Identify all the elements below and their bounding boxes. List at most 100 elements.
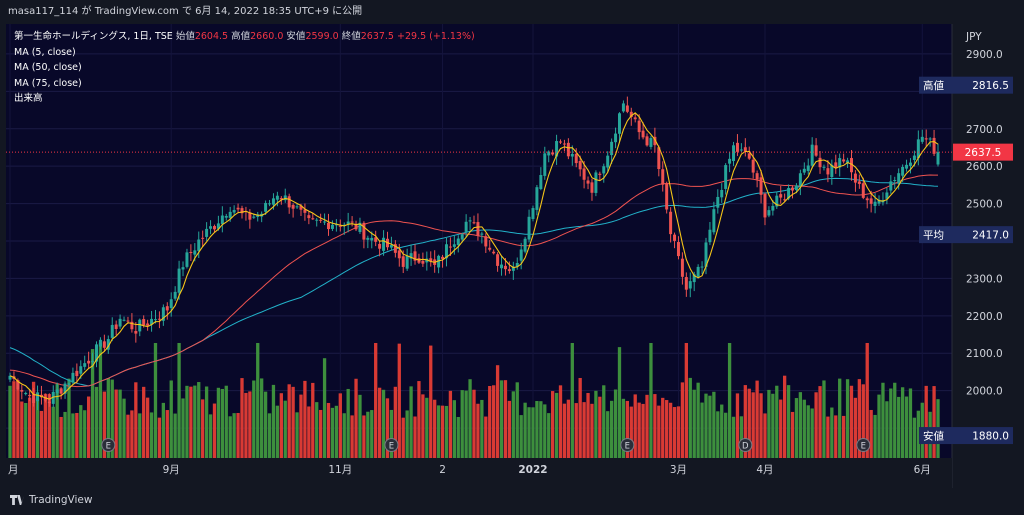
volume-bar <box>716 411 720 458</box>
candle <box>106 335 110 354</box>
candle <box>67 379 71 389</box>
candle-body <box>814 145 818 156</box>
volume-bars <box>8 343 940 458</box>
candle-body <box>142 319 146 326</box>
volume-bar <box>232 413 236 458</box>
candle-body <box>775 195 779 207</box>
indicator-ma5[interactable]: MA (5, close) <box>14 46 76 58</box>
candle-body <box>696 266 700 277</box>
candle-body <box>189 252 193 254</box>
volume-bar <box>684 343 688 458</box>
candle <box>98 337 102 350</box>
candle <box>818 151 822 174</box>
candle-body <box>374 237 378 242</box>
volume-bar <box>322 358 327 458</box>
candle-body <box>106 339 110 350</box>
open-value: 2604.5 <box>194 31 229 42</box>
candle-body <box>279 198 283 200</box>
volume-bar <box>912 417 917 458</box>
volume-bar <box>731 416 736 458</box>
candle-body <box>885 192 889 199</box>
volume-bar <box>649 343 653 458</box>
candle-body <box>173 291 177 299</box>
candle-body <box>224 215 228 218</box>
candle <box>484 233 488 253</box>
candle <box>181 261 185 277</box>
candle <box>75 363 79 384</box>
volume-bar <box>570 343 574 458</box>
candle <box>118 314 122 329</box>
event-badge-icon <box>856 438 871 452</box>
candle-body <box>559 141 563 143</box>
volume-bar <box>535 401 539 458</box>
volume-bar <box>511 391 515 458</box>
candle-body <box>382 237 386 251</box>
candle <box>378 241 382 257</box>
volume-bar <box>574 403 578 458</box>
volume-bar <box>779 399 783 458</box>
candle <box>36 385 40 411</box>
candle <box>621 100 625 113</box>
indicator-ma50[interactable]: MA (50, close) <box>14 62 82 73</box>
volume-bar <box>720 404 724 458</box>
candle-body <box>791 187 795 191</box>
candle-body <box>134 331 138 334</box>
price-chart[interactable]: E E E D EJPY2000.02100.02200.02300.02500.026… <box>0 0 1024 488</box>
volume-bar <box>279 393 283 458</box>
candle-body <box>460 234 464 240</box>
candle <box>28 389 32 402</box>
candle <box>63 381 67 399</box>
volume-bar <box>31 381 36 458</box>
volume-bar <box>456 416 460 458</box>
candle-body <box>566 142 570 157</box>
candle <box>873 192 877 214</box>
volume-bar <box>444 405 449 458</box>
candle-body <box>684 277 688 290</box>
volume-bar <box>735 393 740 458</box>
brand[interactable]: TradingView <box>10 494 92 506</box>
candle-body <box>511 266 515 271</box>
volume-bar <box>236 412 240 458</box>
candle-body <box>830 164 834 178</box>
candle-body <box>562 143 566 145</box>
candle-body <box>912 155 916 160</box>
price-tag-value: 2816.5 <box>972 80 1009 92</box>
candle <box>842 153 846 164</box>
candle <box>688 272 692 298</box>
volume-bar <box>370 410 374 458</box>
candle <box>444 237 448 267</box>
candle <box>429 251 433 267</box>
candle <box>810 137 814 169</box>
indicator-ma75[interactable]: MA (75, close) <box>14 77 82 89</box>
volume-bar <box>145 397 150 458</box>
candle <box>307 211 311 225</box>
volume-bar <box>617 347 622 458</box>
candle-body <box>543 153 547 176</box>
candle-body <box>826 168 830 175</box>
candle <box>633 112 637 123</box>
candle <box>625 96 629 114</box>
candle-body <box>869 198 873 204</box>
candle-body <box>24 392 28 395</box>
candle <box>413 244 417 265</box>
volume-bar <box>853 397 858 458</box>
volume-bar <box>476 403 480 458</box>
candle-body <box>441 256 445 259</box>
candle <box>578 155 582 177</box>
candle <box>559 139 563 145</box>
candle <box>936 143 940 167</box>
candle-body <box>531 208 535 219</box>
candle <box>472 215 476 225</box>
indicator-volume[interactable]: 出来高 <box>14 93 43 104</box>
volume-bar <box>900 387 905 458</box>
volume-bar <box>252 380 256 458</box>
candle <box>637 114 641 140</box>
candle-body <box>397 250 401 259</box>
candle <box>661 161 665 192</box>
candle-body <box>448 246 452 248</box>
candle-body <box>810 144 814 166</box>
candle-body <box>87 360 91 364</box>
candle <box>543 146 547 180</box>
volume-bar <box>315 402 319 458</box>
